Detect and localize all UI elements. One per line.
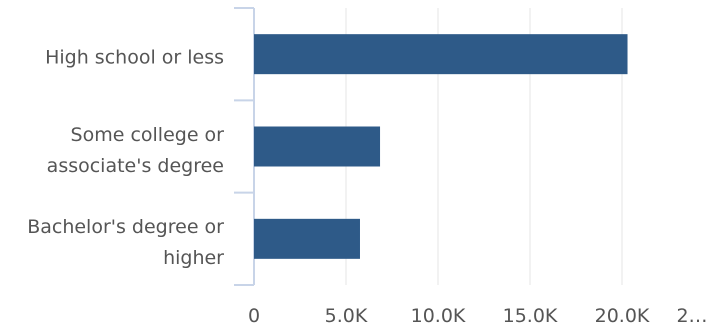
x-tick-label: 2… [676, 305, 707, 327]
x-tick-label: 10.0K [411, 305, 466, 327]
x-tick-label: 15.0K [503, 305, 558, 327]
y-tick-label: Bachelor's degree or higher [27, 215, 224, 269]
y-tick-label: High school or less [45, 46, 224, 69]
x-tick-label: 0 [248, 305, 260, 327]
y-tick-label: Some college or associate's degree [46, 123, 224, 177]
bar [254, 34, 628, 75]
x-tick-label: 20.0K [595, 305, 650, 327]
x-tick-label: 5.0K [325, 305, 368, 327]
bar [254, 218, 360, 259]
bar [254, 126, 381, 167]
